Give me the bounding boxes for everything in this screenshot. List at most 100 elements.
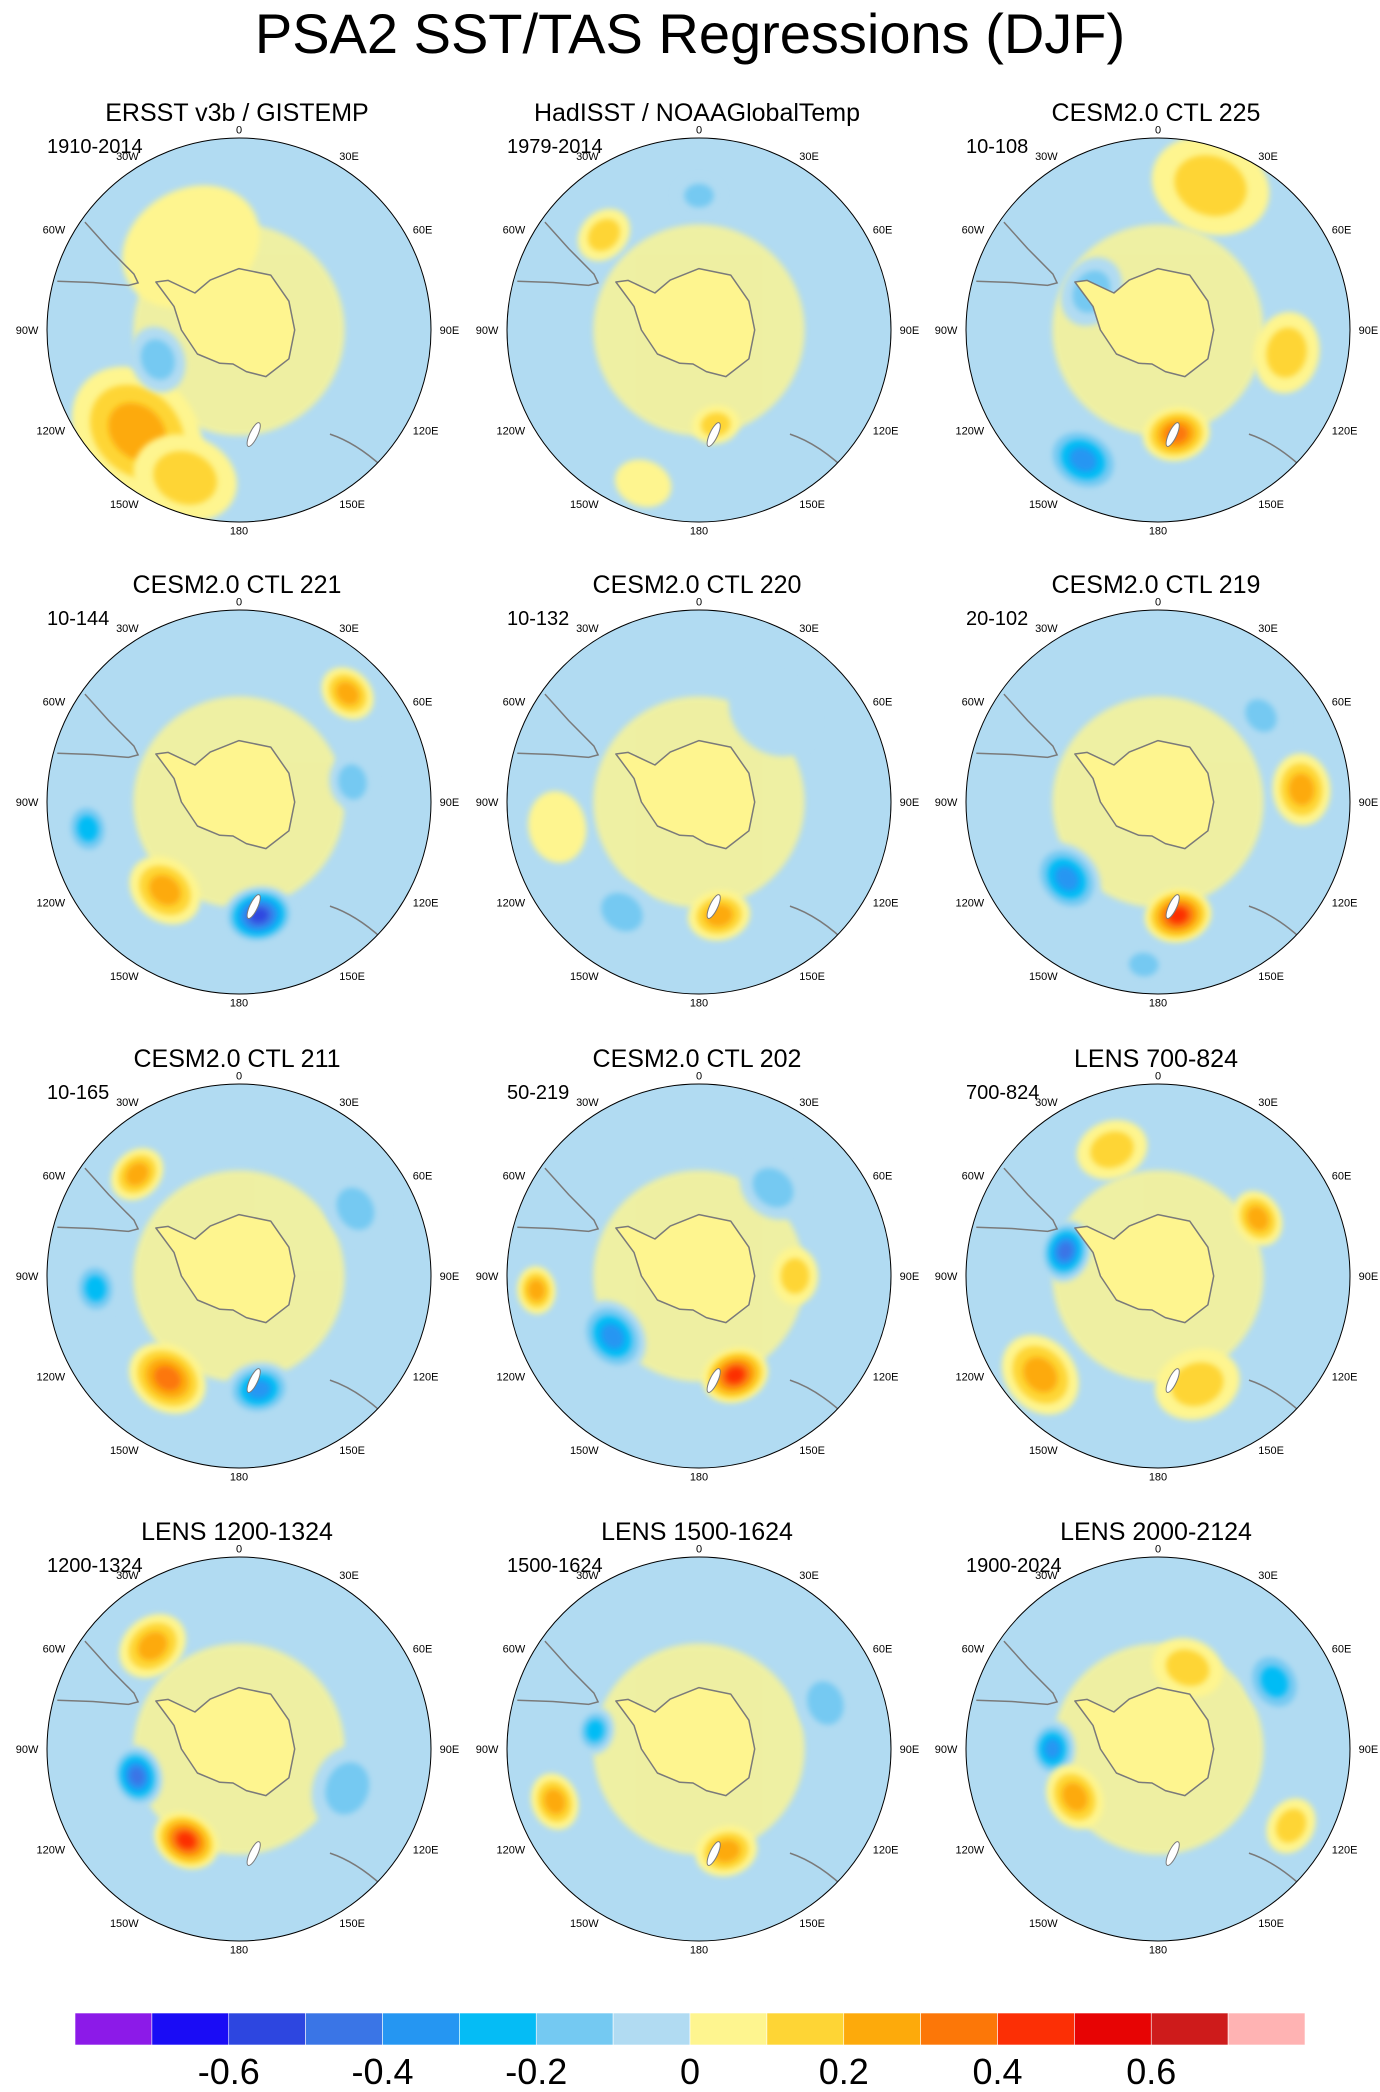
new-zealand	[1165, 1368, 1180, 1393]
longitude-label: 120E	[873, 425, 899, 437]
anomaly-blob	[137, 1631, 168, 1661]
colorbar	[75, 2012, 1305, 2046]
south-america-coast	[57, 1640, 140, 1706]
south-america-coast	[976, 1640, 1059, 1706]
map-border	[46, 137, 432, 523]
polar-map: 0 30E 60E 90E 120E 150E 180 150W 120W 90W 60W 30W	[935, 1543, 1378, 1956]
south-america-coast	[57, 693, 140, 759]
longitude-label: 150E	[799, 971, 825, 983]
map-border	[506, 609, 892, 995]
panel-title: LENS 1500-1624	[601, 1518, 793, 1546]
map-panel: CESM2.0 CTL 211 10-165 0 30E 60E 90E 120E 150E 1…	[7, 944, 467, 1484]
longitude-label: 60W	[503, 225, 526, 237]
longitude-label: 90W	[16, 1271, 39, 1283]
longitude-label: 150E	[339, 499, 365, 511]
longitude-label: 60W	[43, 1171, 66, 1183]
new-zealand	[706, 422, 721, 447]
longitude-label: 150E	[799, 499, 825, 511]
map-panel: CESM2.0 CTL 225 10-108 0 30E 60E 90E 120E 150E 1…	[926, 0, 1380, 538]
south-america-coast	[517, 1640, 600, 1706]
anomaly-blob	[1069, 447, 1097, 472]
longitude-label: 30W	[116, 623, 139, 635]
panel-title: LENS 700-824	[1073, 1045, 1238, 1073]
longitude-label: 30E	[799, 151, 819, 163]
colorbar-tick-label: -0.4	[351, 2051, 414, 2092]
longitude-label: 60W	[962, 1171, 985, 1183]
longitude-label: 30E	[799, 1570, 819, 1582]
longitude-label: 180	[230, 1472, 248, 1484]
antarctica-outline	[155, 1213, 296, 1324]
map-field	[966, 1084, 1350, 1468]
longitude-label: 60W	[962, 225, 985, 237]
antarctica-outline	[1074, 739, 1215, 850]
longitude-label: 90E	[1359, 1271, 1379, 1283]
longitude-label: 150W	[110, 971, 139, 983]
colorbar-tick-label: 0.6	[1126, 2051, 1177, 2092]
map-field	[507, 1084, 891, 1468]
longitude-label: 60W	[962, 1644, 985, 1656]
longitude-label: 0	[696, 124, 702, 136]
longitude-label: 150W	[570, 1918, 599, 1930]
map-panel: CESM2.0 CTL 220 10-132 0 30E 60E 90E 120E 150E 1…	[467, 470, 927, 1010]
longitude-label: 90E	[900, 1744, 920, 1756]
longitude-label: 30E	[339, 151, 359, 163]
longitude-label: 60E	[413, 1644, 433, 1656]
panel-title: CESM2.0 CTL 221	[132, 571, 342, 599]
colorbar-tick-label: 0	[679, 2051, 701, 2092]
longitude-label: 30E	[339, 1097, 359, 1109]
longitude-label: 30E	[799, 623, 819, 635]
longitude-label: 90E	[900, 1271, 920, 1283]
polar-map: 0 30E 60E 90E 120E 150E 180 150W 120W 90W 60W 30W	[476, 124, 919, 537]
longitude-label: 120W	[36, 1371, 65, 1383]
longitude-label: 60E	[1332, 697, 1352, 709]
longitude-label: 60W	[503, 697, 526, 709]
longitude-label: 120E	[1332, 1371, 1358, 1383]
map-field	[507, 138, 891, 522]
longitude-label: 60W	[43, 225, 66, 237]
longitude-label: 0	[696, 1070, 702, 1082]
anomaly-blob	[1260, 1666, 1289, 1698]
panel-title: ERSST v3b / GISTEMP	[105, 99, 369, 127]
anomaly-blob	[1090, 1131, 1134, 1169]
south-america-coast	[57, 221, 140, 287]
longitude-label: 90E	[440, 325, 460, 337]
longitude-label: 30W	[116, 1570, 139, 1582]
longitude-label: 150E	[1258, 499, 1284, 511]
polar-map: 0 30E 60E 90E 120E 150E 180 150W 120W 90W 60W 30W	[16, 1543, 459, 1956]
longitude-label: 60E	[1332, 225, 1352, 237]
longitude-label: 180	[230, 526, 248, 538]
new-zealand	[706, 894, 721, 919]
map-field	[47, 1084, 431, 1468]
map-field	[966, 610, 1350, 994]
longitude-label: 30W	[1035, 1570, 1058, 1582]
map-border	[506, 1083, 892, 1469]
longitude-label: 150E	[339, 1445, 365, 1457]
colorbar-tick-label: -0.6	[197, 2051, 260, 2092]
longitude-label: 30W	[116, 151, 139, 163]
anomaly-blob	[587, 218, 621, 252]
polar-map: 0 30E 60E 90E 120E 150E 180 150W 120W 90W 60W 30W	[16, 596, 459, 1009]
new-zealand	[246, 1841, 261, 1866]
longitude-label: 30W	[576, 1570, 599, 1582]
panel-period: 1200-1324	[47, 1555, 143, 1577]
anomaly-blob	[154, 1365, 181, 1391]
longitude-label: 180	[690, 998, 708, 1010]
longitude-label: 90W	[935, 325, 958, 337]
colorbar-cell	[612, 2012, 691, 2046]
map-panel: CESM2.0 CTL 202 50-219 0 30E 60E 90E 120E 150E 1…	[467, 944, 927, 1484]
longitude-label: 90E	[1359, 797, 1379, 809]
anomaly-blob	[1266, 327, 1307, 378]
longitude-label: 90W	[935, 1271, 958, 1283]
map-border	[965, 137, 1351, 523]
longitude-label: 30W	[1035, 623, 1058, 635]
panel-period: 20-102	[966, 608, 1029, 630]
panel-period: 1979-2014	[507, 136, 603, 158]
longitude-label: 120E	[413, 425, 439, 437]
longitude-label: 90E	[1359, 325, 1379, 337]
longitude-label: 120E	[413, 1371, 439, 1383]
colorbar-cell	[228, 2012, 306, 2046]
anomaly-blob	[140, 339, 175, 380]
anomaly-blob	[1023, 1357, 1058, 1393]
anomaly-blob	[336, 681, 360, 705]
longitude-label: 180	[690, 526, 708, 538]
